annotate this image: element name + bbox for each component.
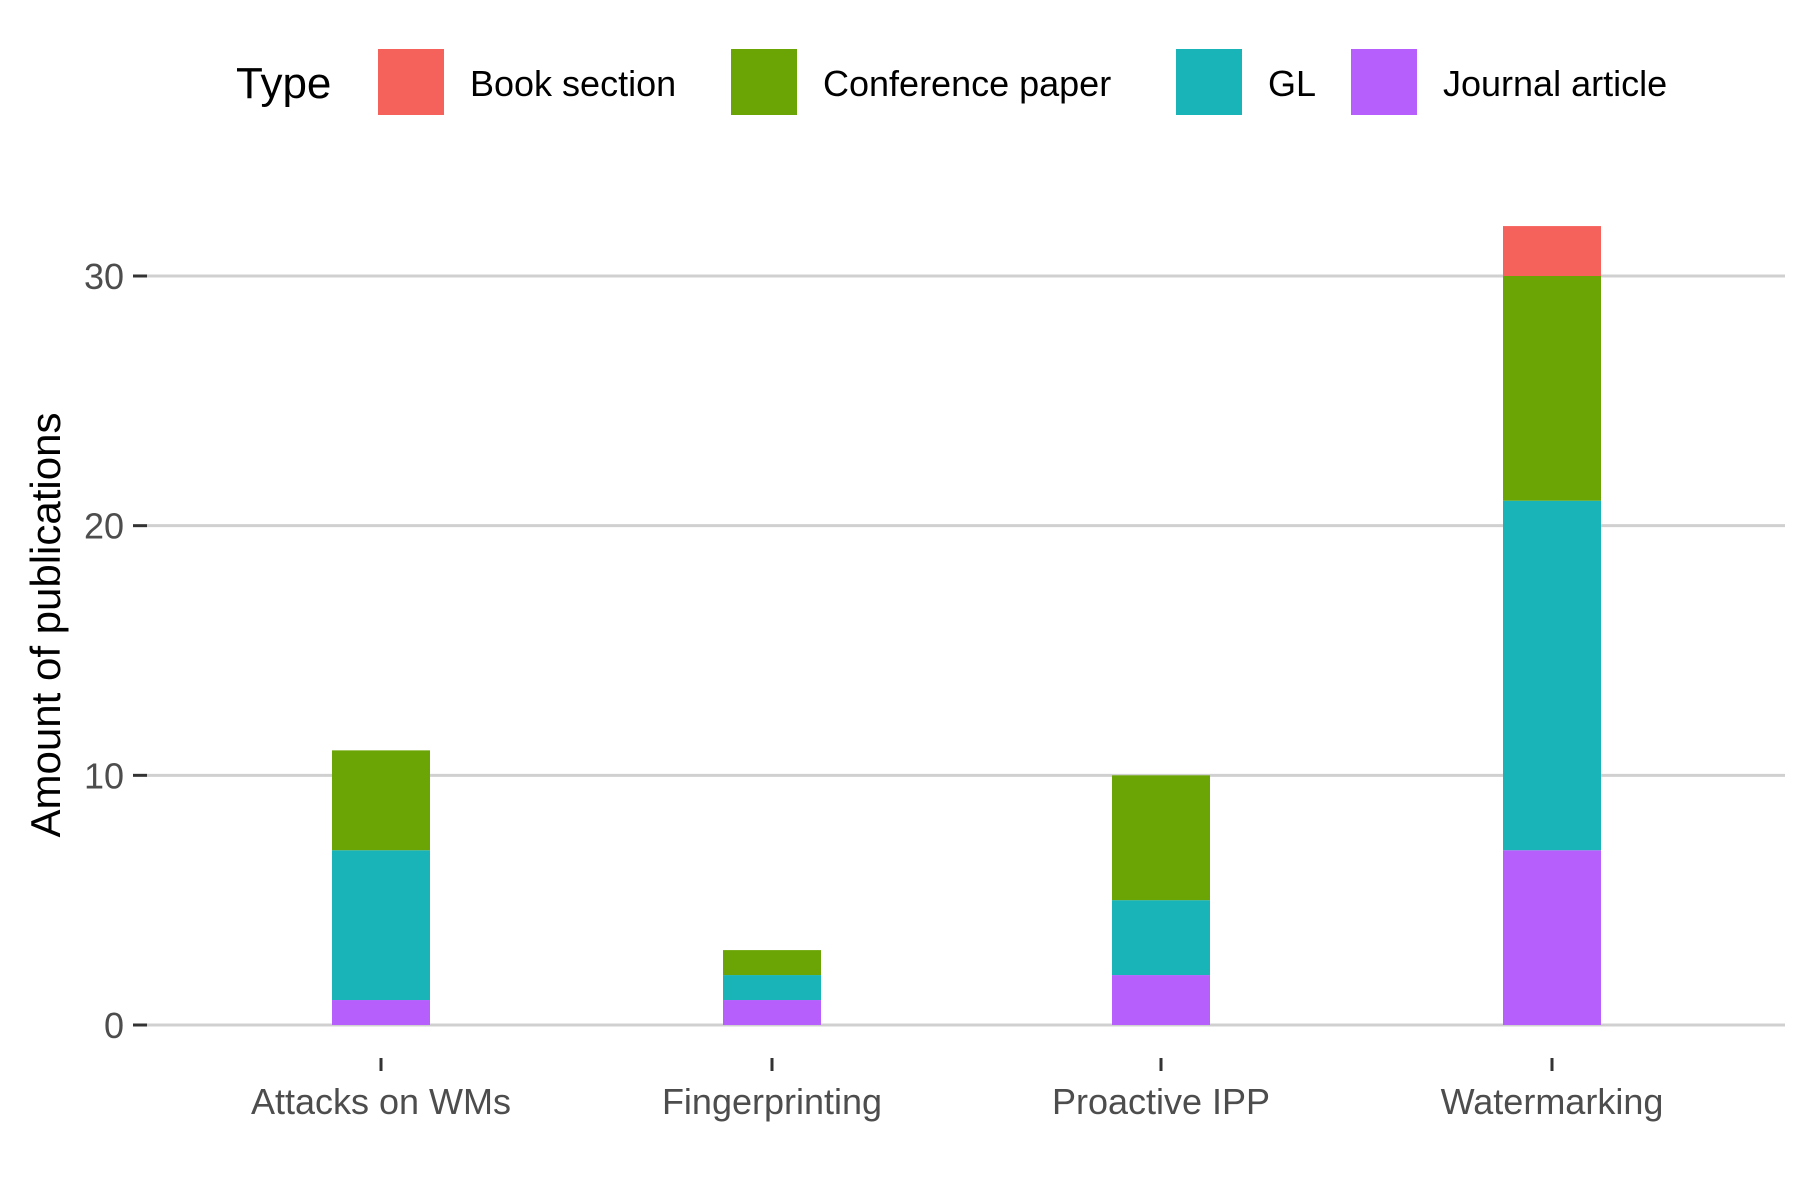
bar-attacks-on-wms-conference-paper [332,750,430,851]
bar-fingerprinting-conference-paper [723,950,821,976]
bar-attacks-on-wms-journal-article [332,1000,430,1025]
bar-fingerprinting-journal-article [723,1000,821,1025]
x-tick-label-watermarking: Watermarking [1441,1081,1664,1122]
legend-key-gl [1176,49,1242,115]
legend-label-book-section: Book section [470,63,676,104]
bar-proactive-ipp-conference-paper [1112,775,1210,901]
bar-fingerprinting-gl [723,975,821,1001]
x-tick-label-attacks-on-wms: Attacks on WMs [251,1081,511,1122]
bars [332,226,1601,1025]
x-tick-label-fingerprinting: Fingerprinting [662,1081,882,1122]
legend-title: Type [236,59,331,108]
legend-key-book-section [378,49,444,115]
x-axis-ticks: Attacks on WMs Fingerprinting Proactive IP… [251,1058,1663,1122]
bar-watermarking-conference-paper [1503,276,1601,501]
legend-label-conference-paper: Conference paper [823,63,1111,104]
legend-key-conference-paper [731,49,797,115]
y-tick-label-20: 20 [84,506,124,547]
bar-watermarking-gl [1503,500,1601,851]
bar-watermarking-book-section [1503,226,1601,276]
y-axis-title: Amount of publications [22,413,69,838]
y-tick-label-0: 0 [104,1005,124,1046]
y-tick-label-30: 30 [84,256,124,297]
bar-proactive-ipp-gl [1112,900,1210,976]
y-tick-label-10: 10 [84,755,124,796]
legend-label-gl: GL [1268,63,1316,104]
bar-watermarking-journal-article [1503,850,1601,1025]
legend: Type Book section Conference paper GL Journ… [236,49,1667,115]
legend-key-journal-article [1351,49,1417,115]
legend-label-journal-article: Journal article [1443,63,1667,104]
bar-proactive-ipp-journal-article [1112,975,1210,1025]
x-tick-label-proactive-ipp: Proactive IPP [1052,1081,1270,1122]
legend-items: Book section Conference paper GL Journal ar… [378,49,1667,115]
bar-attacks-on-wms-gl [332,850,430,1001]
y-axis-ticks: 0 10 20 30 [84,256,147,1046]
